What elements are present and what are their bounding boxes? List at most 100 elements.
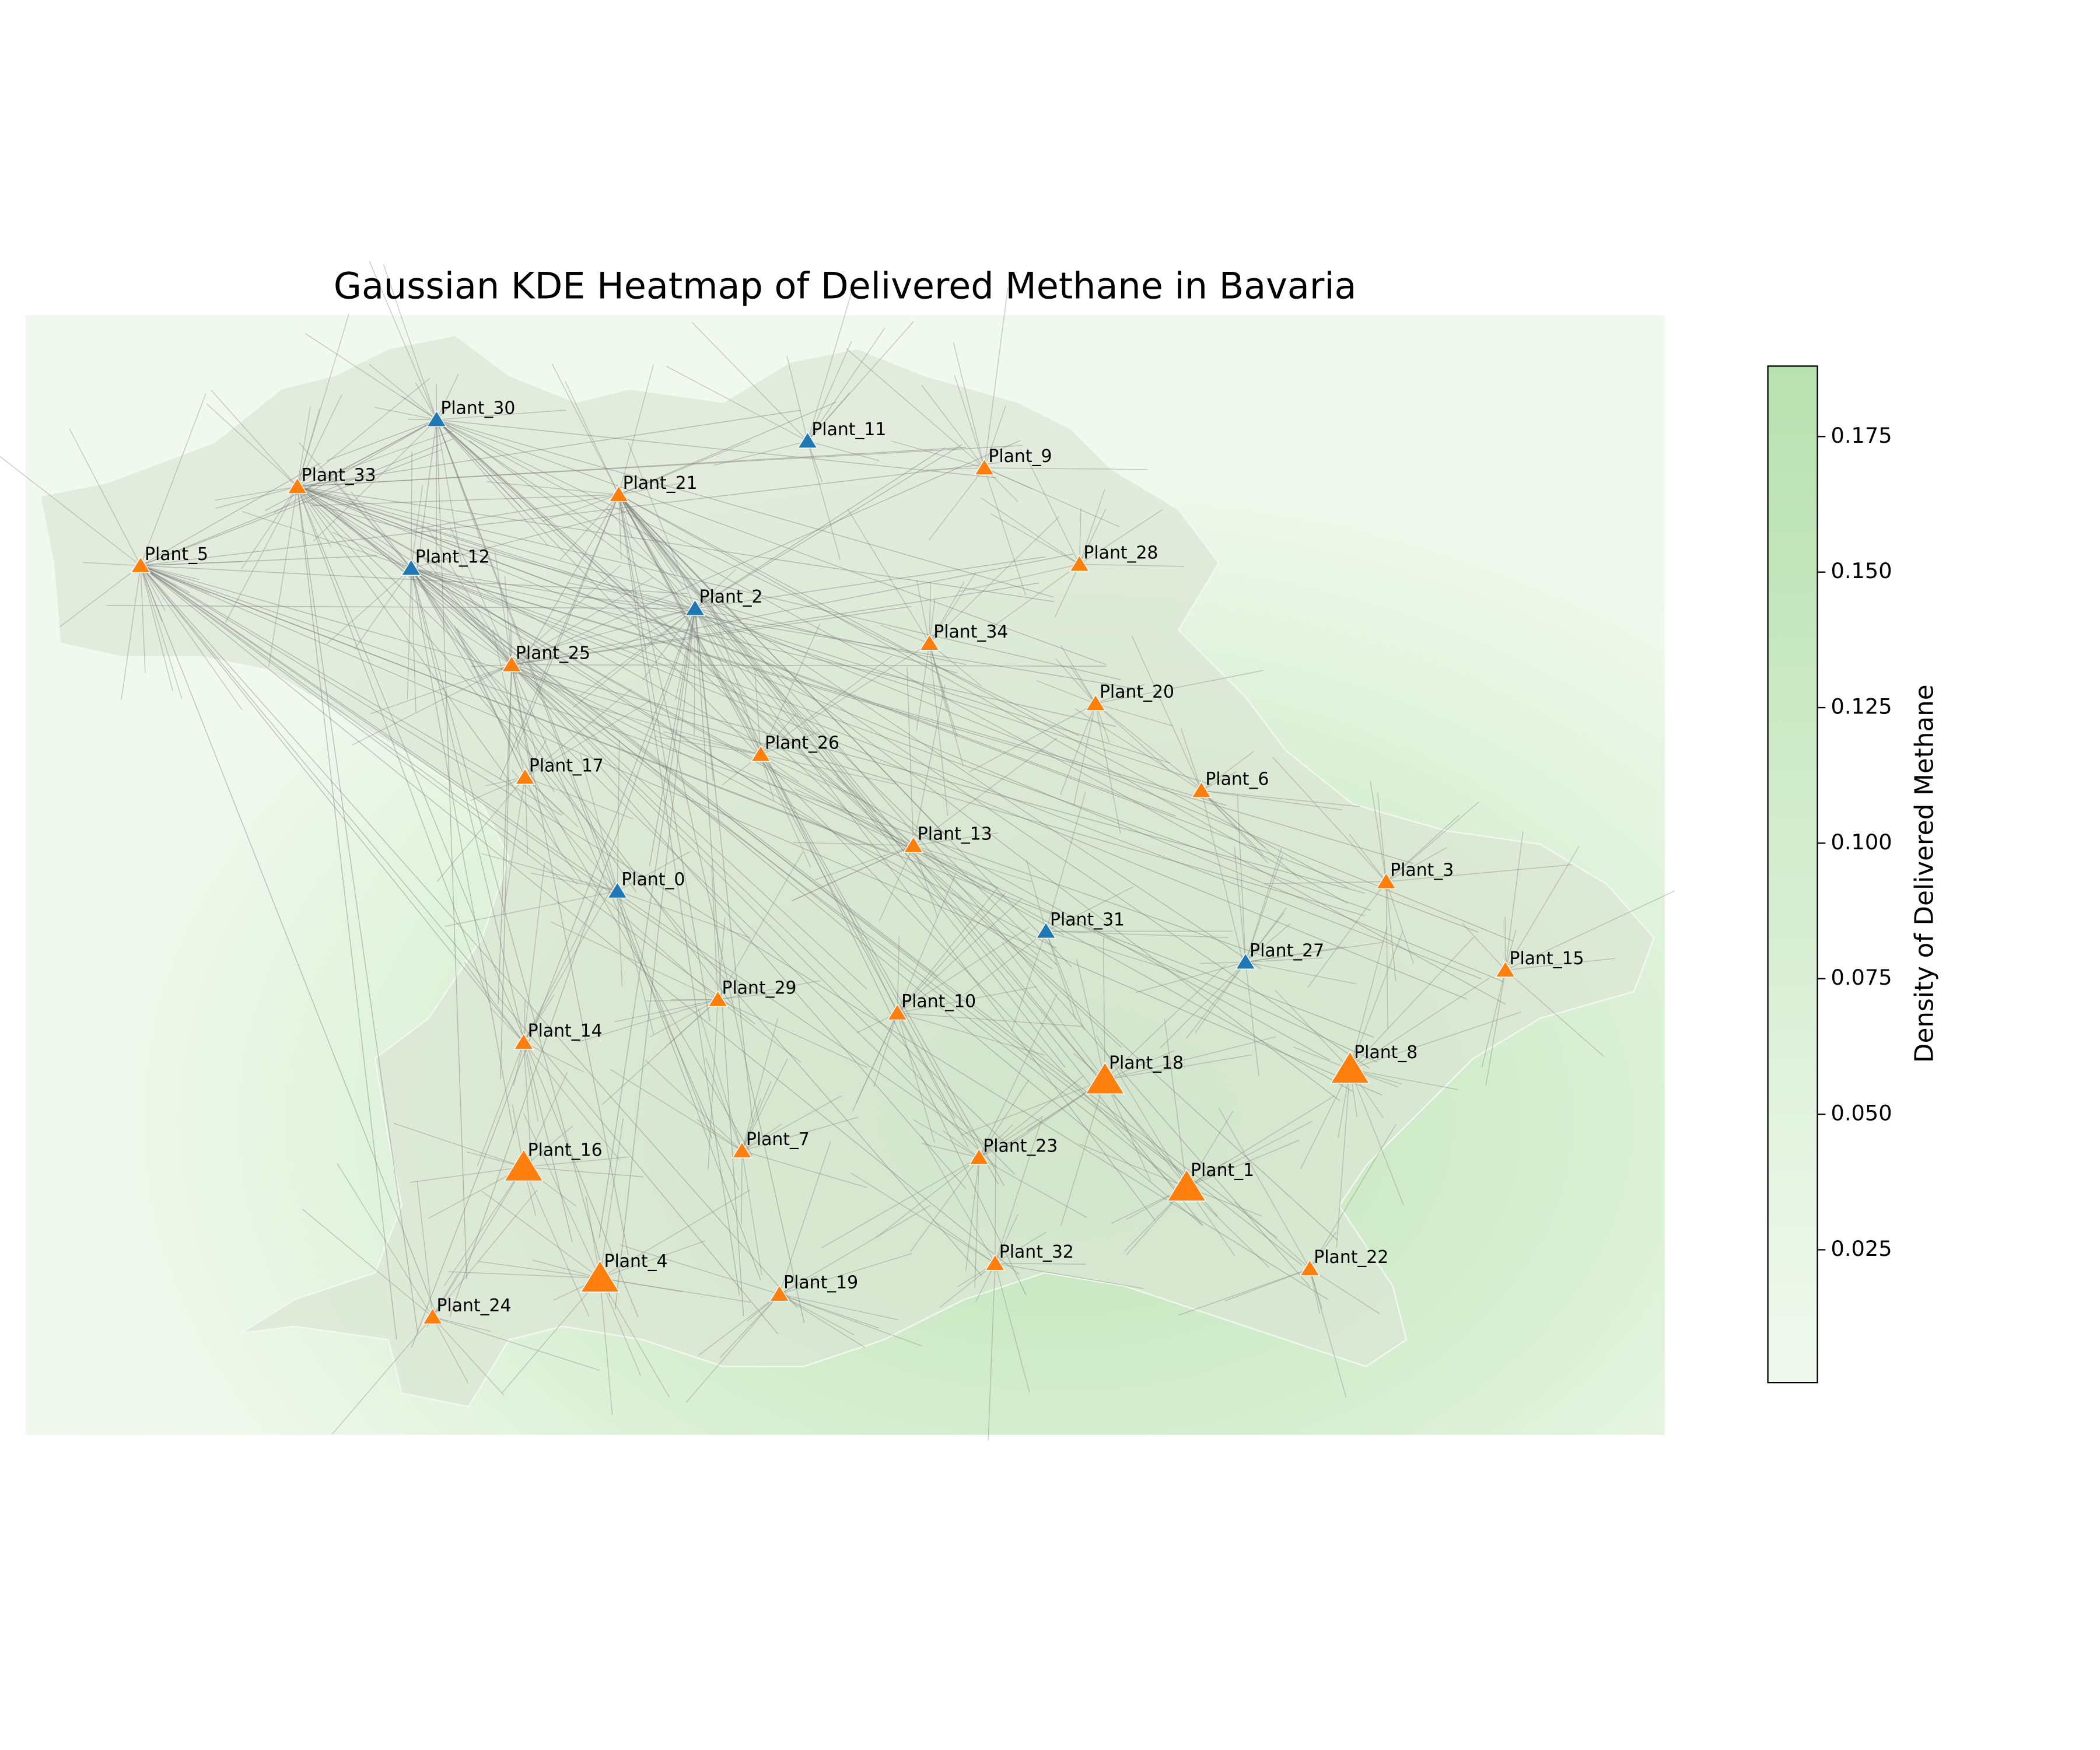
connection <box>140 565 173 691</box>
plant-marker <box>422 1307 443 1325</box>
connection <box>741 1150 867 1188</box>
connection <box>436 419 1182 1195</box>
connection <box>304 332 437 420</box>
connection <box>411 568 1132 689</box>
connection <box>140 449 442 566</box>
connection <box>953 342 985 468</box>
connection <box>954 374 985 468</box>
connection <box>913 832 998 846</box>
plant-label: Plant_22 <box>1314 1247 1388 1268</box>
connection <box>523 1166 643 1178</box>
connection <box>718 999 867 1068</box>
plant-marker <box>1167 1168 1207 1202</box>
connection <box>922 1143 979 1158</box>
plant-label: Plant_18 <box>1109 1053 1184 1073</box>
plant-label: Plant_17 <box>529 756 604 776</box>
colorbar-tick-label: 0.175 <box>1831 423 1892 448</box>
connection <box>310 494 619 506</box>
connection <box>995 1118 1042 1264</box>
connection <box>524 701 650 778</box>
connection <box>511 664 1006 1144</box>
plant-marker <box>732 1141 752 1158</box>
connection <box>779 1293 898 1321</box>
connection <box>436 419 467 1279</box>
connection <box>1245 961 1357 985</box>
connection <box>852 1013 898 1112</box>
connection <box>664 999 719 1048</box>
connection <box>1185 961 1246 1040</box>
plant-label: Plant_7 <box>746 1129 810 1150</box>
connection <box>1377 792 1387 882</box>
connection <box>302 1209 433 1318</box>
connection <box>760 754 896 785</box>
connection <box>815 845 914 880</box>
connection <box>618 494 741 621</box>
connection <box>880 625 930 644</box>
plant-marker <box>608 485 629 502</box>
connection <box>1186 1121 1312 1188</box>
connection <box>807 285 854 442</box>
connection <box>1349 978 1490 1070</box>
connection <box>617 851 691 892</box>
connection <box>310 494 412 569</box>
connection <box>436 419 481 539</box>
connection <box>532 1259 600 1279</box>
plant-label: Plant_14 <box>528 1021 603 1041</box>
connection <box>695 608 1513 942</box>
connection <box>511 664 1185 1176</box>
connection <box>694 608 746 695</box>
connection <box>511 664 740 1191</box>
connection <box>464 962 524 1043</box>
connection <box>779 1293 880 1329</box>
plant-label: Plant_12 <box>415 547 490 567</box>
connection <box>471 664 512 667</box>
connection <box>542 494 619 522</box>
connection <box>297 486 998 1168</box>
connection <box>718 999 802 1063</box>
connection <box>1385 802 1479 883</box>
connection <box>140 565 1020 1275</box>
connection <box>913 684 946 846</box>
connection <box>454 625 526 778</box>
connection <box>601 999 719 1105</box>
connection <box>779 1141 831 1294</box>
connection <box>523 863 545 1043</box>
connection <box>618 494 1072 968</box>
connection <box>416 1181 433 1317</box>
connection <box>572 608 696 708</box>
connection <box>1350 1069 1458 1090</box>
connection <box>1028 461 1080 565</box>
connection <box>1060 703 1096 795</box>
connections <box>0 261 1675 1440</box>
plant-label: Plant_0 <box>621 870 685 890</box>
connection <box>873 1013 898 1087</box>
connection <box>440 584 512 665</box>
connection <box>717 918 726 1000</box>
connection <box>926 467 985 471</box>
connection <box>140 393 206 566</box>
connection <box>59 565 141 628</box>
connection <box>426 1167 524 1328</box>
connection <box>995 1214 1019 1264</box>
plant-marker <box>684 598 706 616</box>
connection <box>523 887 604 1043</box>
connection <box>579 752 618 891</box>
connection <box>1102 937 1105 1080</box>
connection <box>411 568 514 1135</box>
connection <box>897 898 1022 1013</box>
connection <box>1079 564 1184 567</box>
plant-marker <box>513 1032 534 1050</box>
connection <box>140 565 163 622</box>
plant-marker <box>503 1149 544 1182</box>
connection <box>855 1013 898 1104</box>
connection <box>512 769 618 892</box>
plant-marker <box>1085 1062 1125 1094</box>
connection <box>1186 1139 1300 1188</box>
connection <box>741 1150 762 1276</box>
connection <box>897 893 1006 1013</box>
connection <box>456 628 526 778</box>
connection <box>654 736 761 755</box>
connection <box>297 377 430 487</box>
connection <box>617 891 623 986</box>
